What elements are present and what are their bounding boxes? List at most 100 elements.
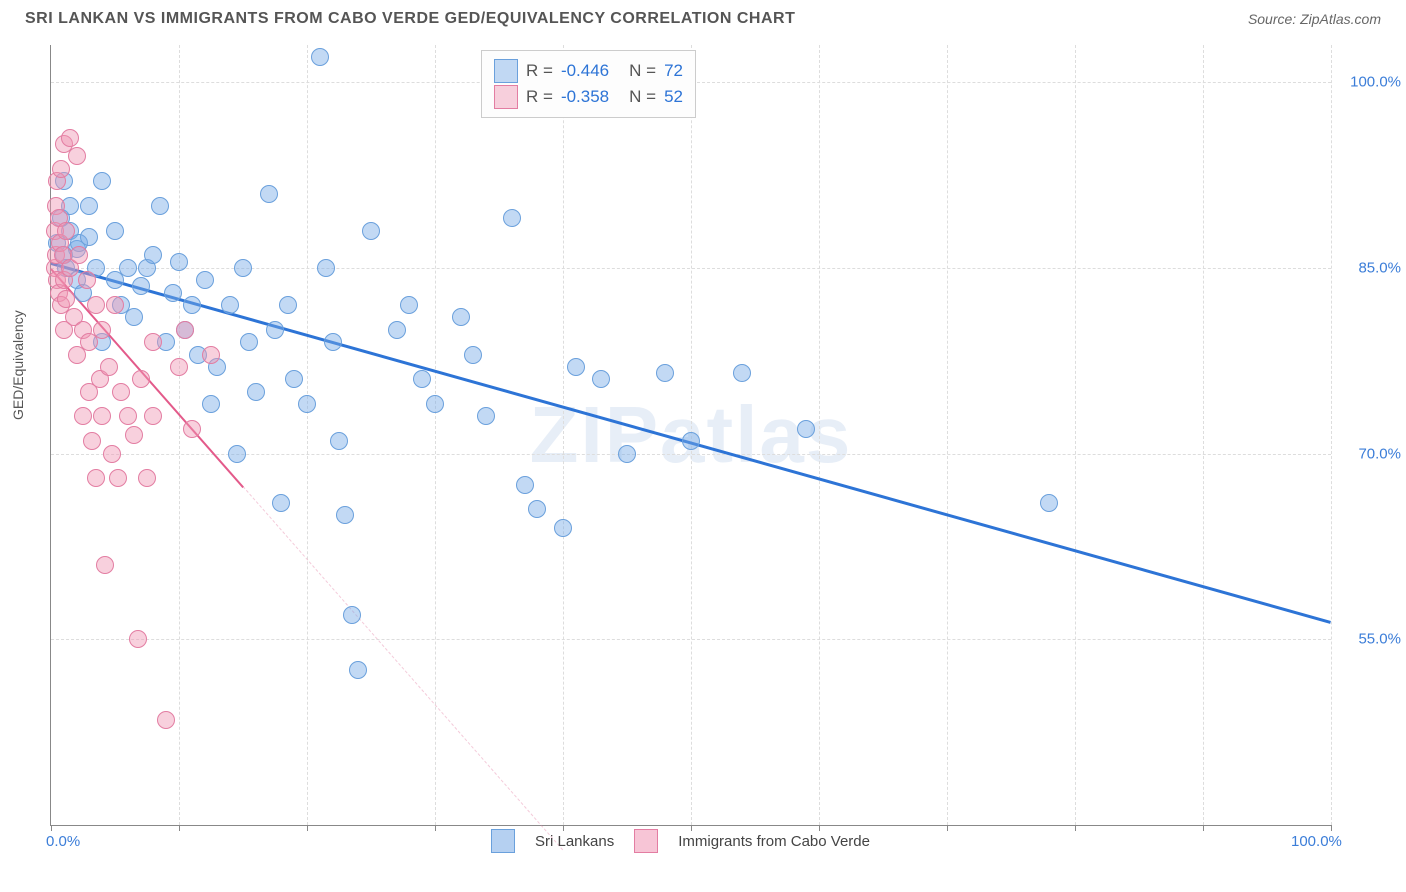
- data-point: [247, 383, 265, 401]
- data-point: [733, 364, 751, 382]
- x-tick: [1331, 825, 1332, 831]
- data-point: [272, 494, 290, 512]
- data-point: [592, 370, 610, 388]
- y-tick-label: 100.0%: [1341, 74, 1401, 91]
- data-point: [554, 519, 572, 537]
- legend-swatch: [491, 829, 515, 853]
- scatter-plot: ZIPatlas 55.0%70.0%85.0%100.0%0.0%100.0%…: [50, 45, 1331, 826]
- data-point: [164, 284, 182, 302]
- data-point: [682, 432, 700, 450]
- data-point: [103, 445, 121, 463]
- data-point: [119, 259, 137, 277]
- data-point: [528, 500, 546, 518]
- data-point: [93, 172, 111, 190]
- data-point: [80, 197, 98, 215]
- data-point: [388, 321, 406, 339]
- data-point: [196, 271, 214, 289]
- gridline-v: [563, 45, 564, 825]
- data-point: [157, 711, 175, 729]
- y-tick-label: 85.0%: [1341, 259, 1401, 276]
- x-tick: [1075, 825, 1076, 831]
- data-point: [125, 426, 143, 444]
- gridline-v: [179, 45, 180, 825]
- stat-r-value: -0.358: [561, 87, 609, 107]
- gridline-v: [307, 45, 308, 825]
- trend-dash: [243, 486, 564, 850]
- legend-swatch: [634, 829, 658, 853]
- chart-title: SRI LANKAN VS IMMIGRANTS FROM CABO VERDE…: [25, 10, 795, 28]
- data-point: [100, 358, 118, 376]
- data-point: [234, 259, 252, 277]
- data-point: [202, 346, 220, 364]
- data-point: [83, 432, 101, 450]
- data-point: [112, 383, 130, 401]
- y-axis-label: GED/Equivalency: [10, 310, 26, 420]
- data-point: [119, 407, 137, 425]
- data-point: [176, 321, 194, 339]
- x-tick: [435, 825, 436, 831]
- data-point: [93, 407, 111, 425]
- data-point: [93, 321, 111, 339]
- x-tick: [51, 825, 52, 831]
- data-point: [656, 364, 674, 382]
- data-point: [618, 445, 636, 463]
- data-point: [343, 606, 361, 624]
- stat-n-value: 52: [664, 87, 683, 107]
- x-tick-label: 0.0%: [46, 833, 80, 850]
- data-point: [87, 469, 105, 487]
- data-point: [80, 228, 98, 246]
- x-tick: [947, 825, 948, 831]
- legend-label: Sri Lankans: [535, 833, 614, 850]
- stat-r-label: R =: [526, 87, 553, 107]
- data-point: [202, 395, 220, 413]
- stats-legend: R = -0.446N = 72R = -0.358N = 52: [481, 50, 696, 118]
- stats-row: R = -0.358N = 52: [494, 85, 683, 109]
- data-point: [285, 370, 303, 388]
- data-point: [503, 209, 521, 227]
- data-point: [516, 476, 534, 494]
- data-point: [151, 197, 169, 215]
- stat-r-label: R =: [526, 61, 553, 81]
- data-point: [138, 469, 156, 487]
- gridline-v: [1075, 45, 1076, 825]
- x-tick: [1203, 825, 1204, 831]
- stats-row: R = -0.446N = 72: [494, 59, 683, 83]
- data-point: [452, 308, 470, 326]
- y-tick-label: 70.0%: [1341, 445, 1401, 462]
- data-point: [61, 129, 79, 147]
- y-tick-label: 55.0%: [1341, 631, 1401, 648]
- data-point: [170, 253, 188, 271]
- data-point: [74, 407, 92, 425]
- data-point: [57, 290, 75, 308]
- data-point: [144, 407, 162, 425]
- gridline-v: [1203, 45, 1204, 825]
- data-point: [144, 246, 162, 264]
- data-point: [240, 333, 258, 351]
- gridline-v: [435, 45, 436, 825]
- data-point: [129, 630, 147, 648]
- data-point: [797, 420, 815, 438]
- data-point: [132, 277, 150, 295]
- data-point: [324, 333, 342, 351]
- data-point: [349, 661, 367, 679]
- series-legend: Sri Lankans Immigrants from Cabo Verde: [491, 829, 870, 853]
- title-bar: SRI LANKAN VS IMMIGRANTS FROM CABO VERDE…: [0, 0, 1406, 33]
- legend-swatch: [494, 85, 518, 109]
- data-point: [125, 308, 143, 326]
- data-point: [228, 445, 246, 463]
- data-point: [400, 296, 418, 314]
- x-tick: [179, 825, 180, 831]
- legend-label: Immigrants from Cabo Verde: [678, 833, 870, 850]
- stat-n-label: N =: [629, 61, 656, 81]
- data-point: [170, 358, 188, 376]
- data-point: [106, 296, 124, 314]
- data-point: [330, 432, 348, 450]
- data-point: [298, 395, 316, 413]
- data-point: [413, 370, 431, 388]
- data-point: [1040, 494, 1058, 512]
- data-point: [52, 160, 70, 178]
- x-tick: [307, 825, 308, 831]
- data-point: [144, 333, 162, 351]
- data-point: [221, 296, 239, 314]
- stat-r-value: -0.446: [561, 61, 609, 81]
